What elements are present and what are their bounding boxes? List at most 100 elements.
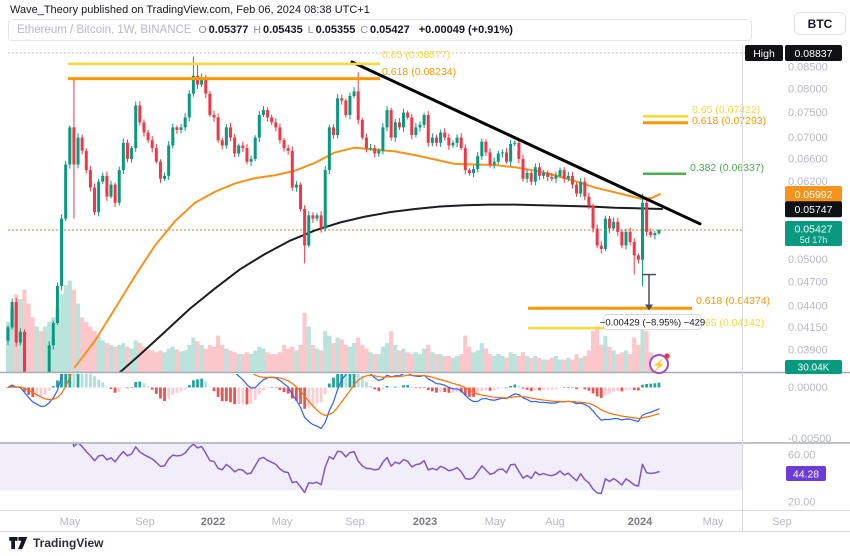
candle-body <box>331 127 335 136</box>
volume-bar <box>298 344 303 373</box>
currency-toggle-button[interactable]: BTC <box>794 12 846 35</box>
candle-body <box>443 132 447 138</box>
volume-bar <box>578 357 583 373</box>
candle-body <box>14 302 18 343</box>
macd-hist-bar <box>430 387 434 392</box>
volume-bar <box>310 344 315 373</box>
fib-level-label: 0.618 (0.04374) <box>696 295 770 307</box>
volume-bar <box>281 344 287 373</box>
macd-line <box>7 374 660 430</box>
time-tick-label: Sep <box>135 516 155 528</box>
macd-hist-bar <box>27 387 30 395</box>
volume-bar <box>319 350 324 373</box>
macd-hist-bar <box>262 387 265 390</box>
volume-bar <box>496 354 501 373</box>
macd-hist-bar <box>101 382 105 388</box>
macd-tick-label: -0.00500 <box>788 433 831 445</box>
symbol-info-bar[interactable]: Ethereum / Bitcoin, 1W, BINANCE O 0.05377… <box>8 19 752 41</box>
candle-body <box>496 153 500 162</box>
candle-body <box>158 161 162 179</box>
volume-bar <box>137 343 142 373</box>
volume-bar <box>88 326 93 373</box>
macd-hist-bar <box>47 387 51 391</box>
macd-hist-bar <box>266 387 269 388</box>
descending-trendline <box>350 60 702 226</box>
macd-hist-bar <box>233 387 236 405</box>
candle-body <box>591 205 595 229</box>
macd-hist-bar <box>167 387 171 399</box>
volume-bar <box>508 352 513 373</box>
macd-hist-bar <box>587 387 591 391</box>
candle-body <box>142 122 146 133</box>
volume-bar <box>71 289 76 373</box>
candle-body <box>447 137 451 146</box>
time-tick-label: May <box>60 516 81 528</box>
candle-body <box>84 150 88 171</box>
candle-body <box>187 93 191 118</box>
volume-bar <box>619 352 624 373</box>
volume-bar <box>632 337 637 373</box>
volume-bar <box>277 352 282 373</box>
macd-hist-bar <box>23 387 26 392</box>
volume-bar <box>558 359 563 373</box>
price-tick-label: 0.08000 <box>788 84 828 96</box>
macd-hist-bar <box>501 387 504 388</box>
volume-bar <box>92 331 97 373</box>
symbol-title: Ethereum / Bitcoin, 1W, BINANCE <box>17 24 192 36</box>
macd-hist-bar <box>286 387 290 394</box>
last-price-badge <box>785 220 842 246</box>
volume-bar <box>273 354 278 373</box>
candle-body <box>315 215 319 219</box>
macd-hist-bar <box>398 386 401 388</box>
candle-body <box>603 218 607 250</box>
macd-hist-bar <box>241 387 245 404</box>
macd-hist-bar <box>546 387 550 390</box>
volume-bar <box>434 354 439 373</box>
volume-bar <box>644 331 649 373</box>
volume-bar <box>236 354 241 373</box>
volume-bar <box>397 350 402 373</box>
macd-hist-bar <box>381 387 385 390</box>
volume-bar <box>183 350 188 373</box>
candle-body <box>294 184 298 188</box>
flash-icon-bolt: ⚡ <box>652 359 666 372</box>
macd-hist-bar <box>447 387 451 393</box>
macd-hist-bar <box>323 387 327 395</box>
candle-body <box>64 164 68 219</box>
macd-hist-bar <box>113 387 117 393</box>
candle-body <box>513 142 517 144</box>
candle-body <box>649 231 653 236</box>
candle-body <box>68 127 72 165</box>
candle-body <box>418 124 422 128</box>
macd-hist-bar <box>142 383 146 388</box>
volume-bar <box>323 331 328 373</box>
candle-body <box>352 91 356 96</box>
candle-body <box>88 170 92 188</box>
volume-bar <box>549 357 554 373</box>
candle-body <box>472 168 476 173</box>
volume-bar <box>166 348 171 373</box>
candle-body <box>344 100 348 115</box>
macd-hist-bar <box>509 386 513 388</box>
flash-icon[interactable]: ⚡ <box>649 353 670 374</box>
macd-hist-bar <box>352 374 356 388</box>
price-tick-label: 0.03900 <box>788 344 828 356</box>
volume-bar <box>372 354 377 373</box>
volume-bar <box>108 344 114 373</box>
candle-body <box>455 137 459 143</box>
macd-hist-bar <box>562 387 566 388</box>
macd-hist-bar <box>64 374 68 388</box>
volume-bar <box>211 346 217 373</box>
volume-bar <box>286 348 291 373</box>
macd-hist-bar <box>290 387 294 399</box>
tradingview-brand-text[interactable]: TradingView <box>33 536 104 550</box>
volume-bar <box>409 354 414 373</box>
macd-hist-bar <box>616 387 620 391</box>
price-tick-label: 0.05000 <box>788 254 828 266</box>
volume-bar <box>611 350 616 373</box>
macd-hist-bar <box>389 387 393 388</box>
tradingview-logo-icon[interactable] <box>9 536 28 550</box>
macd-hist-bar <box>278 387 282 390</box>
